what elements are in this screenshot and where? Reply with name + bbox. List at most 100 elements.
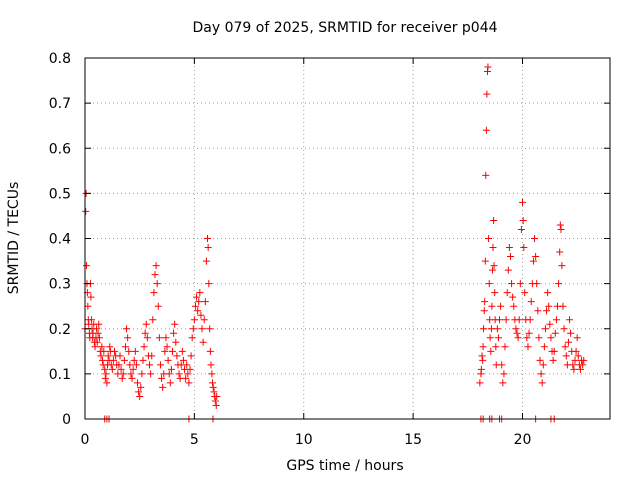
data-point (509, 293, 517, 301)
data-point (123, 325, 131, 333)
data-point (570, 365, 578, 373)
data-point (494, 334, 502, 342)
data-point (557, 225, 565, 233)
data-point (206, 347, 214, 355)
data-point (202, 257, 210, 265)
data-point (156, 361, 164, 369)
data-point (572, 347, 580, 355)
data-point (533, 280, 541, 288)
data-point (562, 352, 570, 360)
data-point (111, 347, 119, 355)
data-point (574, 352, 582, 360)
data-point (513, 329, 521, 337)
data-point (141, 329, 149, 337)
data-point (537, 370, 545, 378)
data-point (534, 307, 542, 315)
data-point (567, 329, 575, 337)
data-point (115, 361, 123, 369)
data-point (136, 392, 144, 400)
data-point (529, 257, 537, 265)
data-point (505, 244, 513, 252)
data-point (482, 171, 490, 179)
data-point (95, 320, 103, 328)
data-point (491, 289, 499, 297)
data-point (169, 347, 176, 355)
y-tick-label: 0.3 (49, 277, 71, 293)
data-point (127, 370, 135, 378)
axis-ticks: 0 5 10 15 20 0 0.1 0.2 0.3 0.4 0.5 0.6 0.7 0.8 (49, 51, 610, 448)
data-point (524, 343, 532, 351)
data-point (488, 302, 496, 310)
data-point (197, 311, 205, 319)
data-point (558, 262, 566, 270)
data-point (487, 325, 495, 333)
data-point (104, 352, 112, 360)
data-point (84, 302, 92, 310)
data-point (481, 257, 489, 265)
data-point (523, 334, 531, 342)
data-point (520, 244, 528, 252)
data-point (83, 262, 91, 270)
y-tick-label: 0.2 (49, 322, 71, 338)
data-point (207, 361, 215, 369)
data-point (163, 343, 171, 351)
data-point (498, 361, 506, 369)
data-point (500, 370, 508, 378)
data-point (155, 334, 163, 342)
data-point (103, 379, 111, 387)
data-point (536, 356, 544, 364)
data-point (131, 347, 139, 355)
data-point (555, 280, 563, 288)
data-point (551, 329, 559, 337)
data-point (559, 302, 567, 310)
data-point (117, 365, 125, 373)
data-point (543, 307, 551, 315)
data-point (547, 334, 555, 342)
data-point (147, 370, 155, 378)
data-point (519, 216, 527, 224)
data-point (178, 347, 186, 355)
data-point (153, 280, 161, 288)
data-point (139, 356, 147, 364)
data-point (546, 320, 554, 328)
data-point (501, 343, 509, 351)
data-point (93, 338, 101, 346)
data-point (512, 325, 520, 333)
data-point (490, 262, 498, 270)
data-point (100, 347, 108, 355)
data-point (506, 253, 514, 261)
data-point (482, 126, 490, 134)
data-point (573, 334, 581, 342)
data-point (167, 365, 175, 373)
data-point (210, 388, 218, 396)
data-point (541, 325, 549, 333)
data-point (151, 271, 159, 279)
data-point (579, 361, 587, 369)
data-point (182, 374, 190, 382)
data-point (118, 374, 126, 382)
data-point (149, 316, 157, 324)
x-tick-label: 15 (404, 432, 422, 448)
data-point (526, 316, 534, 324)
data-point (132, 361, 140, 369)
data-point (510, 302, 518, 310)
data-point (134, 379, 141, 387)
data-point (109, 356, 117, 364)
data-point (102, 370, 110, 378)
data-point (490, 216, 498, 224)
data-point (121, 343, 129, 351)
data-point (489, 244, 497, 252)
data-point (189, 325, 197, 333)
data-point (208, 370, 216, 378)
data-point (135, 388, 143, 396)
data-point (521, 289, 529, 297)
x-tick-label: 0 (81, 432, 90, 448)
data-point (93, 325, 101, 333)
data-point (487, 347, 495, 355)
x-tick-label: 5 (190, 432, 199, 448)
data-point (101, 365, 109, 373)
data-point (486, 334, 494, 342)
data-point (497, 302, 505, 310)
y-tick-label: 0.5 (49, 186, 71, 202)
data-point (550, 347, 558, 355)
